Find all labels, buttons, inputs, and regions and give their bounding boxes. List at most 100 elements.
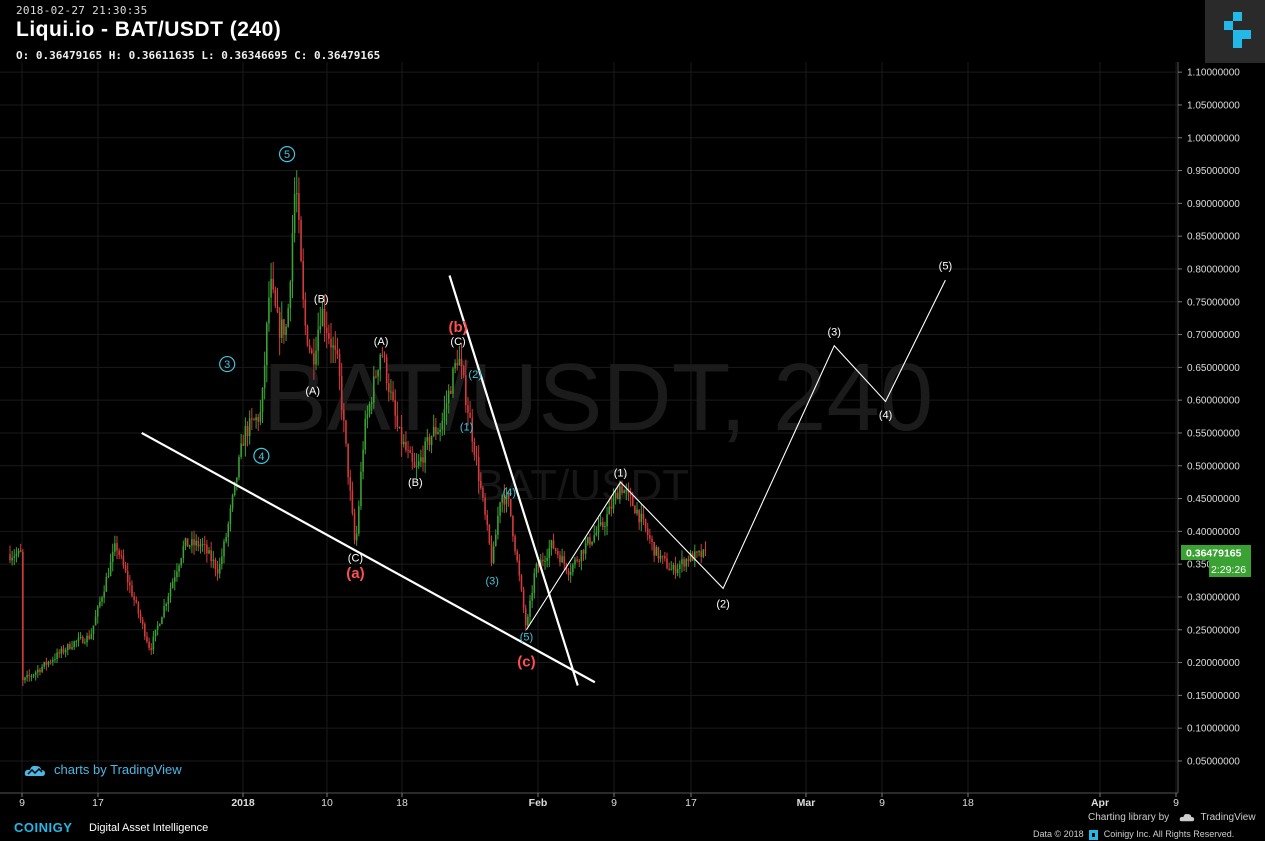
candle-body-up <box>437 431 439 434</box>
candle-body-down <box>435 426 437 434</box>
candle-body-down <box>542 559 544 562</box>
candle-body-down <box>514 536 516 552</box>
candle-body-up <box>223 541 225 557</box>
coinigy-logo-icon[interactable] <box>1205 0 1265 63</box>
trendline-support[interactable] <box>141 431 596 684</box>
candle-body-down <box>375 376 377 378</box>
candle-body-up <box>231 494 234 509</box>
candle-body-down <box>81 636 84 644</box>
coinigy-small-icon <box>1089 829 1099 840</box>
trendline-downtrend[interactable] <box>448 275 579 686</box>
candle-body-up <box>13 556 16 558</box>
candle-body-up <box>293 194 296 234</box>
candle-body-up <box>366 414 369 419</box>
candle-body-down <box>469 412 471 418</box>
candle-body-up <box>368 404 371 415</box>
candle-body-down <box>118 550 120 556</box>
candle-body-up <box>672 564 675 570</box>
candle-body-down <box>323 308 326 328</box>
candle-body-down <box>563 556 566 564</box>
candle-body-up <box>443 409 446 421</box>
candle-body-up <box>221 556 223 565</box>
candle-body-down <box>137 602 140 614</box>
candle-body-up <box>167 596 170 604</box>
candle-body-down <box>328 333 330 339</box>
candle-body-up <box>317 329 319 351</box>
candle-body-up <box>201 544 204 546</box>
candle-body-down <box>616 492 619 500</box>
candle-body-down <box>631 496 634 507</box>
candle-body-up <box>79 636 82 638</box>
candle-body-down <box>460 358 463 367</box>
candle-body-up <box>441 420 444 430</box>
candle-body-up <box>54 659 56 661</box>
candle-body-up <box>30 676 33 678</box>
candle-body-up <box>111 551 114 562</box>
candle-body-down <box>601 522 604 528</box>
projection-path[interactable] <box>525 279 946 631</box>
y-tick-label: 0.75000000 <box>1187 297 1240 308</box>
candle-body-down <box>646 528 649 536</box>
candle-body-up <box>165 603 168 607</box>
candle-body-up <box>24 677 26 681</box>
candle-body-down <box>351 490 354 514</box>
candle-body-up <box>11 557 13 561</box>
last-price-tag: 0.36479165 2:29:26 <box>1181 545 1251 577</box>
candle-body-down <box>186 538 189 547</box>
x-tick-label: Mar <box>797 797 816 809</box>
y-tick-label: 0.95000000 <box>1187 166 1240 177</box>
candle-body-down <box>150 647 153 650</box>
candle-body-up <box>458 358 461 366</box>
x-tick-label: 9 <box>611 797 617 809</box>
candle-body-up <box>270 278 272 298</box>
candle-body-up <box>71 647 73 649</box>
candle-body-up <box>287 308 289 327</box>
wave-label: (A) <box>374 336 389 348</box>
candle-body-up <box>681 559 683 565</box>
candle-body-down <box>456 363 459 366</box>
wave-label: (C) <box>348 553 363 565</box>
candle-body-up <box>159 624 161 626</box>
wave-label: (5) <box>939 261 952 273</box>
candle-body-up <box>32 674 35 677</box>
candle-body-down <box>507 494 510 500</box>
x-tick-label: 2018 <box>231 797 255 809</box>
candle-body-down <box>144 624 146 637</box>
timestamp: 2018-02-27 21:30:35 <box>16 4 148 17</box>
candle-body-down <box>392 391 394 401</box>
candle-body-down <box>381 354 384 357</box>
candle-body-up <box>321 308 324 326</box>
candle-body-down <box>126 571 129 583</box>
candle-body-up <box>233 481 236 495</box>
candle-body-up <box>248 418 251 437</box>
x-tick-label: 9 <box>19 797 25 809</box>
candle-body-up <box>587 537 589 544</box>
candle-body-up <box>373 376 375 403</box>
candle-body-up <box>41 666 43 672</box>
candle-body-up <box>390 391 392 393</box>
y-tick-label: 0.10000000 <box>1187 724 1240 735</box>
candle-body-up <box>261 388 264 412</box>
candle-body-up <box>152 636 155 650</box>
charting-library-credit: Charting library by TradingView <box>1088 812 1256 823</box>
candle-body-down <box>400 427 403 445</box>
x-tick-label: 18 <box>962 797 974 809</box>
x-tick-label: 17 <box>685 797 697 809</box>
candle-body-down <box>503 495 506 505</box>
candle-body-up <box>15 553 18 557</box>
candle-body-down <box>304 299 307 326</box>
candle-body-down <box>488 524 491 544</box>
candle-body-down <box>22 551 24 681</box>
cloud-icon <box>24 765 45 776</box>
candle-body-up <box>574 559 576 565</box>
candle-body-up <box>154 629 157 637</box>
candle-body-up <box>694 551 696 561</box>
candle-body-up <box>527 616 529 626</box>
wave-label: (B) <box>314 293 329 305</box>
tradingview-badge[interactable]: charts by TradingView <box>24 762 182 777</box>
candle-body-up <box>227 523 230 538</box>
candle-body-up <box>180 558 182 566</box>
candle-body-down <box>139 613 142 620</box>
candle-body-down <box>644 519 647 529</box>
